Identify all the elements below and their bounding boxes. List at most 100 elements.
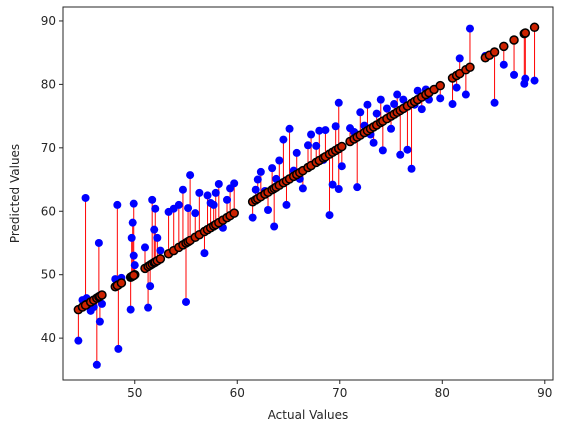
predicted-point — [92, 360, 101, 369]
predicted-point — [499, 60, 508, 69]
predicted-point — [436, 94, 445, 103]
predicted-point — [376, 95, 385, 104]
predicted-point — [186, 171, 195, 180]
predicted-point — [465, 24, 474, 33]
predicted-point — [353, 183, 362, 192]
predicted-point — [510, 70, 519, 79]
predicted-point — [126, 305, 135, 314]
predicted-point — [150, 225, 159, 234]
predicted-point — [452, 83, 461, 92]
predicted-point — [399, 95, 408, 104]
predicted-point — [455, 54, 464, 63]
actual-point — [116, 278, 127, 288]
y-tick-label: 50 — [41, 268, 56, 282]
predicted-point — [279, 135, 288, 144]
predicted-point — [203, 191, 212, 200]
actual-point — [520, 28, 531, 38]
predicted-point — [253, 175, 262, 184]
predicted-point — [151, 204, 160, 213]
actual-point — [229, 208, 239, 218]
predicted-point — [251, 185, 260, 194]
predicted-point — [331, 122, 340, 131]
predicted-point — [369, 138, 378, 147]
predicted-point — [127, 233, 136, 242]
y-tick-label: 80 — [41, 77, 56, 91]
predicted-point — [461, 90, 470, 99]
predicted-point — [200, 249, 209, 258]
predicted-points — [74, 24, 539, 369]
predicted-point — [94, 238, 103, 247]
predicted-point — [490, 98, 499, 107]
actual-points — [73, 22, 540, 315]
predicted-point — [334, 185, 343, 194]
predicted-point — [413, 86, 422, 95]
plot-frame — [62, 6, 554, 381]
predicted-point — [95, 317, 104, 326]
predicted-point — [144, 303, 153, 312]
predicted-point — [396, 150, 405, 159]
y-tick-label: 40 — [41, 331, 56, 345]
predicted-point — [223, 195, 232, 204]
predicted-point — [97, 299, 106, 308]
actual-point — [509, 35, 519, 45]
predicted-point — [328, 180, 337, 189]
x-tick-label: 90 — [537, 386, 552, 400]
predicted-point — [275, 156, 284, 165]
predicted-point — [315, 126, 324, 135]
predicted-point — [292, 148, 301, 157]
actual-point — [499, 41, 509, 52]
predicted-point — [209, 200, 218, 209]
predicted-point — [248, 213, 257, 222]
y-axis-label: Predicted Values — [8, 144, 22, 243]
predicted-point — [268, 164, 277, 173]
predicted-point — [382, 104, 391, 113]
predicted-point — [178, 185, 187, 194]
predicted-point — [521, 74, 530, 83]
actual-point — [337, 141, 347, 152]
predicted-point — [129, 199, 138, 208]
predicted-point — [304, 141, 312, 150]
predicted-point — [156, 246, 165, 255]
predicted-point — [230, 179, 239, 188]
actual-point — [489, 47, 500, 57]
predicted-point — [356, 108, 365, 117]
predicted-point — [378, 146, 387, 155]
predicted-point — [148, 195, 157, 204]
predicted-point — [130, 261, 139, 270]
predicted-point — [214, 179, 223, 188]
actual-point — [97, 290, 107, 300]
x-axis-label: Actual Values — [268, 408, 349, 422]
predicted-point — [307, 130, 316, 139]
x-tick-label: 50 — [127, 386, 142, 400]
predicted-point — [282, 200, 291, 209]
predicted-point — [256, 167, 265, 176]
predicted-point — [211, 188, 220, 197]
predicted-point — [270, 222, 279, 231]
predicted-point — [129, 251, 138, 260]
predicted-point — [264, 205, 273, 214]
predicted-point — [407, 164, 416, 173]
predicted-point — [113, 200, 122, 209]
y-tick-label: 90 — [41, 14, 56, 28]
actual-point — [155, 254, 166, 264]
predicted-point — [403, 145, 412, 154]
predicted-point — [191, 209, 200, 218]
predicted-point — [393, 90, 402, 99]
residual-lines — [77, 27, 536, 365]
predicted-point — [448, 100, 457, 109]
predicted-point — [146, 282, 155, 291]
predicted-point — [325, 211, 334, 220]
x-tick-label: 70 — [332, 386, 347, 400]
predicted-point — [372, 109, 381, 118]
predicted-point — [128, 218, 137, 227]
predicted-point — [182, 297, 191, 306]
y-axis-ticks: 40 50 60 70 80 90 — [41, 14, 63, 345]
predicted-point — [114, 344, 123, 353]
predicted-point — [195, 188, 204, 197]
predicted-point — [312, 141, 321, 150]
x-tick-label: 80 — [435, 386, 450, 400]
y-tick-label: 70 — [41, 141, 56, 155]
predicted-point — [363, 100, 372, 109]
actual-point — [128, 270, 139, 281]
